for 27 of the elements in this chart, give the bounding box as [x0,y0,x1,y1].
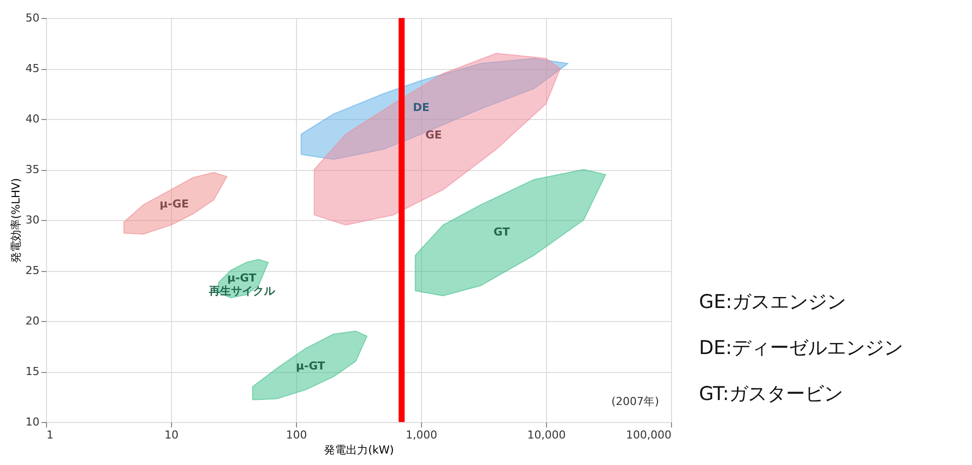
text: DE:ディーゼルエンジン [699,337,904,359]
y-tick-label: 40 [26,112,40,126]
y-tick-label: 35 [26,163,40,176]
y-tick-label: 30 [26,214,40,226]
x-tick-label: 100 [286,428,307,442]
annotation: (2007年) [611,395,659,408]
series-label: μ-GT [296,359,326,372]
x-tick-label: 100,000 [626,428,672,442]
y-tick-label: 20 [26,314,40,328]
x-axis-title: 発電出力(kW) [324,444,394,456]
x-tick-label: 10,000 [527,428,566,442]
text: GE:ガスエンジン [699,291,846,313]
y-tick-label: 50 [26,12,40,24]
series-label: DE [412,100,430,114]
series-label: μ-GT 再生サイクル [208,272,276,298]
y-axis-title: 発電効率(%LHV) [10,178,23,263]
y-tick-label: 15 [26,365,40,378]
series-label: GT [494,225,510,238]
y-tick-label: 45 [26,62,40,75]
series-label: μ-GE [160,197,189,210]
y-tick-label: 10 [26,416,40,428]
text: GT:ガスタービン [699,383,843,405]
x-tick-label: 1 [46,428,54,442]
x-tick-label: 1,000 [406,428,438,442]
series-label: GE [425,128,442,142]
y-tick-label: 25 [26,264,40,277]
x-tick-label: 10 [164,428,178,442]
